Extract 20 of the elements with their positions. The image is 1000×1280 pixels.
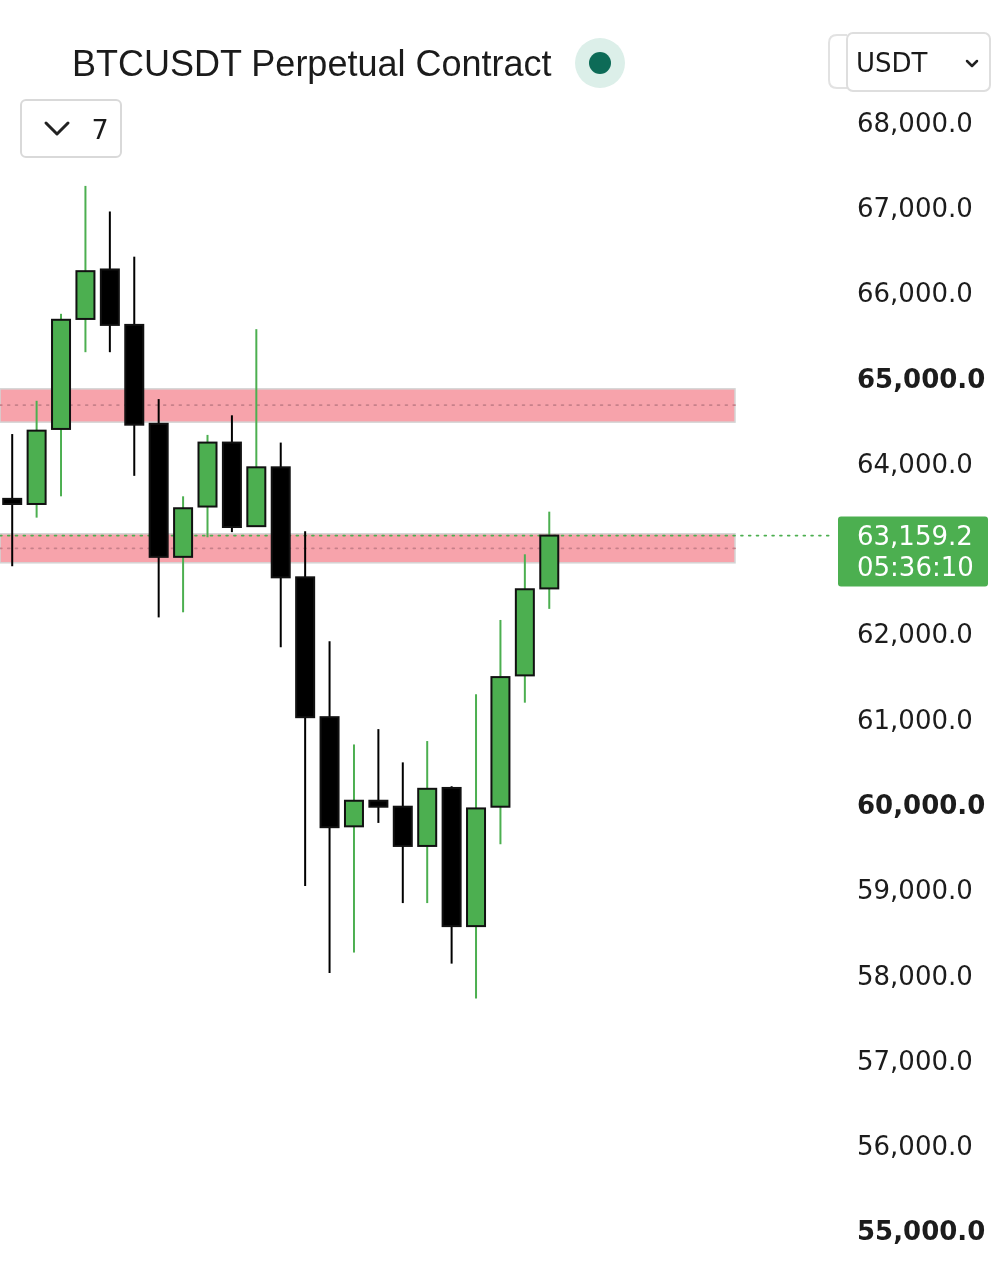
y-axis-title: USDT [856, 48, 928, 78]
candlestick [343, 743, 364, 954]
y-tick-label: 57,000.0 [857, 1045, 973, 1076]
y-tick-label: 59,000.0 [857, 875, 973, 906]
ref-line-label: 63,159.2 05:36:10 [857, 520, 974, 582]
y-tick-label: 58,000.0 [857, 960, 973, 991]
candlestick [2, 433, 23, 568]
y-tick-label: 61,000.0 [857, 704, 973, 735]
y-tick-label: 65,000.0 [857, 363, 986, 394]
y-tick-label: 55,000.0 [857, 1216, 986, 1247]
text: BTCUSDT Perpetual Contract [72, 42, 552, 84]
y-tick-label: 62,000.0 [857, 619, 973, 650]
y-tick-label: 56,000.0 [857, 1131, 973, 1162]
y-tick-label: 60,000.0 [857, 790, 986, 821]
candlestick [368, 728, 389, 824]
annotation: 7 [91, 113, 109, 145]
y-tick-label: 68,000.0 [857, 107, 973, 138]
y-tick-label: 64,000.0 [857, 448, 973, 479]
y-tick-label: 67,000.0 [857, 193, 973, 224]
y-tick-label: 66,000.0 [857, 278, 973, 309]
